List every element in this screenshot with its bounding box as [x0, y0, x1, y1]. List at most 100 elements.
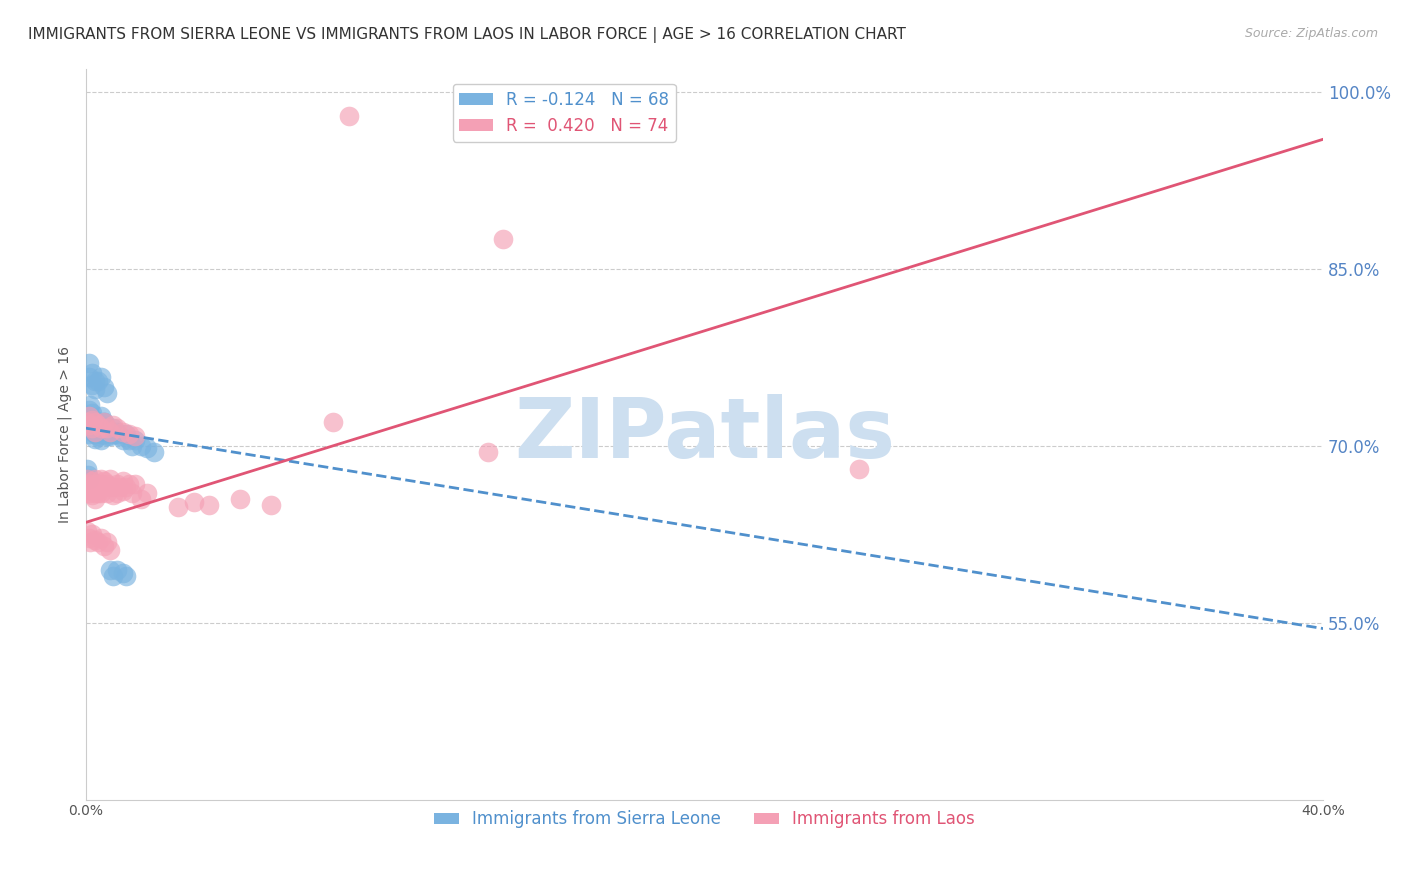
Point: [83, 417, 105, 432]
Point: [77, 531, 100, 545]
Point: [98, 480, 121, 494]
Point: [114, 480, 136, 494]
Point: [77, 409, 100, 424]
Point: [93, 415, 115, 429]
Point: [80, 413, 103, 427]
Point: [118, 427, 141, 442]
Point: [108, 480, 131, 494]
Point: [83, 415, 105, 429]
Point: [111, 474, 134, 488]
Point: [83, 382, 105, 396]
Point: [183, 495, 205, 509]
Point: [136, 441, 159, 455]
Point: [80, 406, 103, 420]
Point: [93, 474, 115, 488]
Point: [87, 476, 110, 491]
Text: IMMIGRANTS FROM SIERRA LEONE VS IMMIGRANTS FROM LAOS IN LABOR FORCE | AGE > 16 C: IMMIGRANTS FROM SIERRA LEONE VS IMMIGRAN…: [28, 27, 905, 43]
Point: [492, 232, 515, 246]
Point: [198, 498, 221, 512]
Point: [80, 366, 103, 380]
Point: [90, 433, 112, 447]
Point: [90, 409, 112, 424]
Point: [90, 421, 112, 435]
Point: [96, 385, 118, 400]
Point: [79, 417, 101, 432]
Point: [83, 432, 105, 446]
Point: [103, 427, 125, 442]
Point: [229, 491, 252, 506]
Point: [105, 425, 128, 439]
Point: [90, 531, 112, 545]
Point: [96, 425, 118, 439]
Point: [124, 476, 146, 491]
Point: [111, 433, 134, 447]
Point: [87, 415, 110, 429]
Point: [83, 374, 105, 388]
Point: [93, 539, 115, 553]
Point: [124, 433, 146, 447]
Point: [77, 427, 100, 442]
Point: [77, 409, 100, 424]
Point: [77, 370, 100, 384]
Point: [98, 563, 121, 577]
Point: [83, 472, 105, 486]
Legend: Immigrants from Sierra Leone, Immigrants from Laos: Immigrants from Sierra Leone, Immigrants…: [427, 804, 981, 835]
Point: [76, 415, 98, 429]
Point: [90, 427, 112, 442]
Point: [77, 468, 100, 483]
Point: [98, 425, 121, 439]
Point: [136, 486, 159, 500]
Point: [98, 425, 121, 439]
Point: [79, 480, 101, 494]
Point: [111, 566, 134, 581]
Point: [83, 413, 105, 427]
Point: [105, 476, 128, 491]
Point: [129, 491, 152, 506]
Point: [87, 425, 110, 439]
Point: [103, 480, 125, 494]
Point: [87, 417, 110, 432]
Y-axis label: In Labor Force | Age > 16: In Labor Force | Age > 16: [58, 345, 72, 523]
Point: [87, 535, 110, 549]
Point: [111, 483, 134, 498]
Point: [83, 491, 105, 506]
Point: [79, 398, 101, 412]
Point: [83, 476, 105, 491]
Point: [167, 500, 190, 515]
Point: [90, 370, 112, 384]
Point: [93, 415, 115, 429]
Point: [82, 415, 104, 429]
Point: [96, 429, 118, 443]
Point: [87, 480, 110, 494]
Point: [77, 356, 100, 370]
Point: [87, 417, 110, 432]
Point: [80, 377, 103, 392]
Point: [80, 474, 103, 488]
Point: [121, 439, 143, 453]
Point: [93, 380, 115, 394]
Point: [124, 429, 146, 443]
Point: [83, 427, 105, 442]
Point: [114, 427, 136, 442]
Point: [87, 374, 110, 388]
Point: [121, 486, 143, 500]
Point: [93, 421, 115, 435]
Point: [477, 444, 499, 458]
Point: [80, 421, 103, 435]
Text: ZIPatlas: ZIPatlas: [513, 393, 894, 475]
Point: [96, 421, 118, 435]
Point: [90, 417, 112, 432]
Point: [105, 427, 128, 442]
Point: [86, 421, 108, 435]
Point: [103, 568, 125, 582]
Point: [79, 535, 101, 549]
Point: [80, 421, 103, 435]
Text: Source: ZipAtlas.com: Source: ZipAtlas.com: [1244, 27, 1378, 40]
Point: [80, 483, 103, 498]
Point: [142, 444, 165, 458]
Point: [87, 429, 110, 443]
Point: [118, 476, 141, 491]
Point: [848, 462, 870, 476]
Point: [80, 413, 103, 427]
Point: [114, 568, 136, 582]
